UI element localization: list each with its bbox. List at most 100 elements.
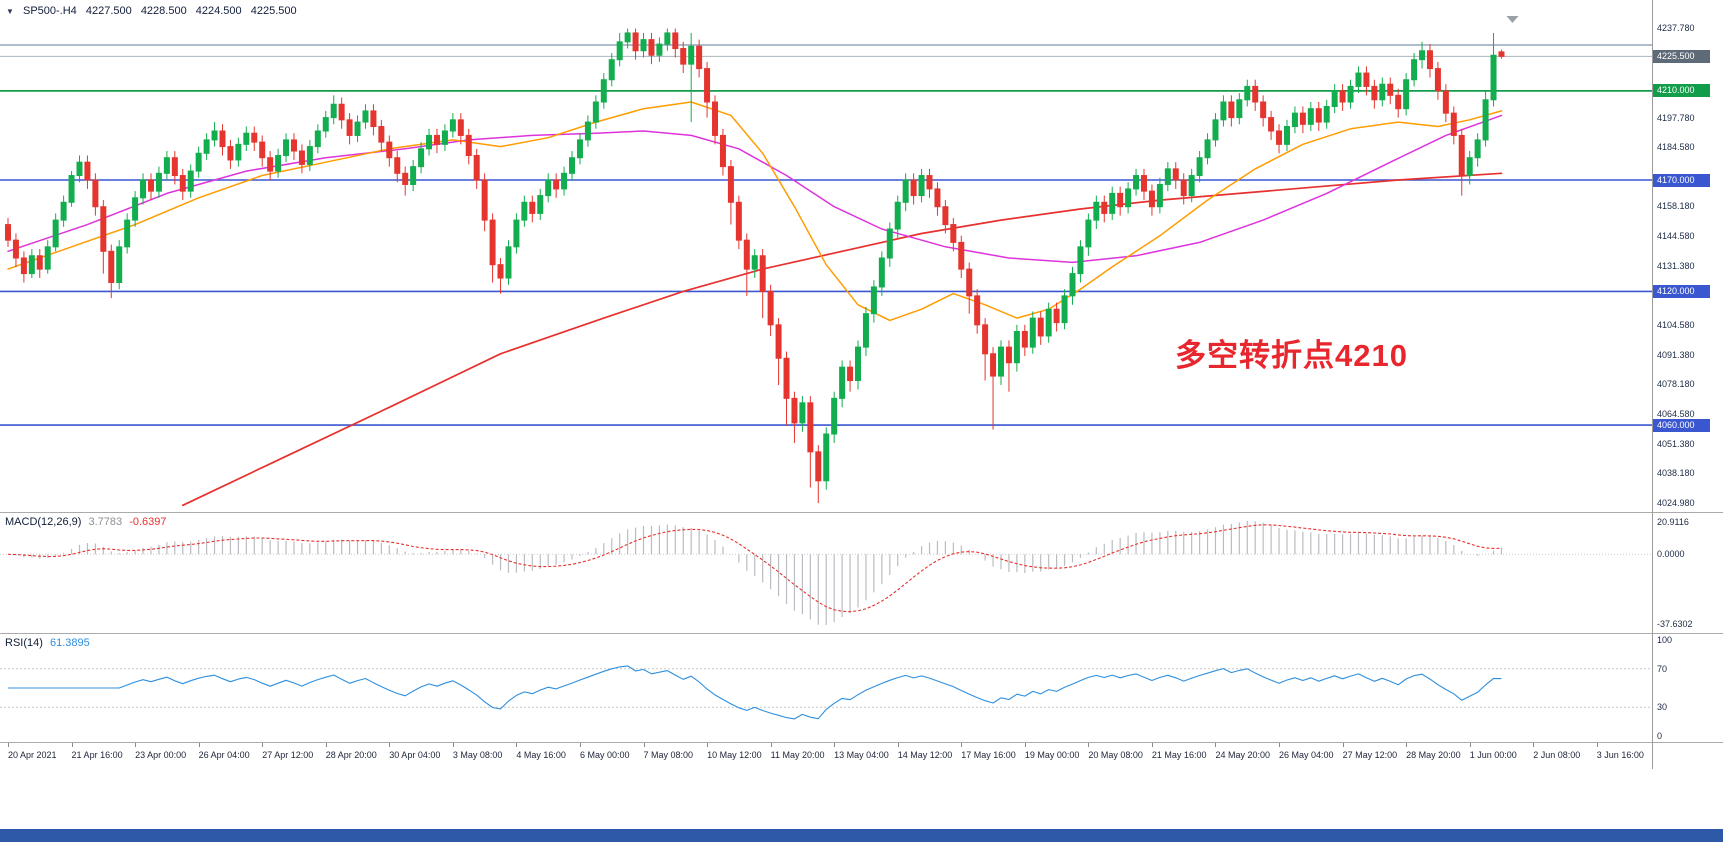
time-tick <box>834 743 836 747</box>
ohlc-open: 4227.500 <box>85 5 132 17</box>
time-axis-label: 13 May 04:00 <box>834 750 889 760</box>
macd-axis[interactable]: 20.9116 0.0000 -37.6302 <box>1653 513 1723 633</box>
time-tick <box>198 743 200 747</box>
candlestick-chart-canvas[interactable] <box>0 0 1652 512</box>
panel-divider[interactable] <box>0 512 1723 513</box>
candle <box>878 251 885 296</box>
price-tag[interactable]: 4210.000 <box>1653 84 1710 98</box>
candle <box>1490 32 1497 107</box>
time-axis-label: 20 Apr 2021 <box>8 750 57 760</box>
candle <box>219 124 226 156</box>
candle <box>974 289 981 334</box>
time-axis-label: 1 Jun 00:00 <box>1469 750 1517 760</box>
main-price-chart[interactable]: ▼ SP500-.H4 4227.500 4228.500 4224.500 4… <box>0 0 1723 512</box>
candle <box>886 222 893 267</box>
candle <box>1212 113 1219 147</box>
candle <box>735 195 742 250</box>
candle <box>12 233 19 267</box>
ohlc-high: 4228.500 <box>140 5 187 17</box>
price-tag[interactable]: 4225.500 <box>1653 49 1710 63</box>
candle <box>251 126 258 152</box>
rsi-scale-100: 100 <box>1657 635 1673 645</box>
symbol-dropdown-icon[interactable]: ▼ <box>6 7 14 16</box>
candle <box>704 61 711 118</box>
candle <box>163 151 170 180</box>
candle <box>553 173 560 198</box>
candle <box>283 133 290 163</box>
candle <box>1276 124 1283 154</box>
candle <box>537 188 544 221</box>
time-axis-label: 2 Jun 08:00 <box>1533 750 1581 760</box>
candle <box>1498 49 1505 59</box>
candle <box>982 318 989 381</box>
chart-shift-marker-icon[interactable] <box>1506 16 1519 23</box>
candle <box>966 262 973 314</box>
macd-chart-canvas[interactable] <box>0 513 1652 633</box>
candle <box>719 128 726 176</box>
candle <box>648 32 655 65</box>
panel-divider[interactable] <box>0 742 1723 743</box>
time-tick <box>71 743 73 747</box>
candle <box>1077 240 1084 283</box>
macd-scale-zero: 0.0000 <box>1657 548 1685 559</box>
macd-scale-max: 20.9116 <box>1657 517 1689 527</box>
time-tick <box>643 743 645 747</box>
price-axis-label: 4078.180 <box>1657 379 1695 390</box>
candle <box>322 110 329 138</box>
candle <box>1252 79 1259 111</box>
candle <box>441 124 448 152</box>
rsi-axis[interactable]: 100 70 30 0 <box>1653 634 1723 742</box>
panel-divider[interactable] <box>0 633 1723 634</box>
candle <box>402 166 409 196</box>
candle <box>1450 106 1457 145</box>
candle <box>1164 162 1171 192</box>
candle <box>52 213 59 252</box>
time-tick <box>135 743 137 747</box>
candle <box>306 139 313 172</box>
candle <box>108 244 115 299</box>
candle <box>362 104 369 129</box>
candle <box>100 200 107 274</box>
time-tick <box>1279 743 1281 747</box>
rsi-chart-canvas[interactable] <box>0 634 1652 742</box>
candle <box>298 144 305 174</box>
rsi-panel[interactable]: RSI(14) 61.3895 100 70 30 0 <box>0 634 1723 742</box>
price-tag[interactable]: 4120.000 <box>1653 284 1710 298</box>
candle <box>1395 88 1402 118</box>
price-axis-label: 4144.580 <box>1657 231 1695 242</box>
candle <box>823 427 830 490</box>
candle <box>60 195 67 227</box>
time-axis[interactable]: 20 Apr 2021 21 Apr 16:00 23 Apr 00:00 26 Ap… <box>0 743 1652 771</box>
time-tick <box>1088 743 1090 747</box>
price-axis[interactable]: 4237.780 4197.780 4184.580 4158.180 4144.580… <box>1653 0 1723 512</box>
price-axis-label: 4184.580 <box>1657 142 1695 152</box>
candle <box>1053 302 1060 332</box>
candle <box>950 217 957 252</box>
candle <box>20 251 27 283</box>
candle <box>1125 182 1132 214</box>
price-tag[interactable]: 4170.000 <box>1653 173 1710 187</box>
candle <box>632 28 639 60</box>
candle <box>799 396 806 432</box>
time-axis-label: 3 Jun 16:00 <box>1596 750 1644 760</box>
candle <box>942 200 949 234</box>
candle <box>1339 84 1346 111</box>
price-tag[interactable]: 4060.000 <box>1653 418 1710 432</box>
candle <box>664 28 671 51</box>
time-axis-label: 6 May 00:00 <box>579 750 630 760</box>
candle <box>1331 84 1338 114</box>
candle <box>767 284 774 336</box>
candle <box>1458 128 1465 196</box>
candle <box>1061 289 1068 330</box>
candle <box>926 168 933 198</box>
price-axis-label: 4064.580 <box>1657 409 1695 420</box>
candle <box>1299 106 1306 134</box>
candle <box>227 139 234 169</box>
macd-panel[interactable]: MACD(12,26,9) 3.7783 -0.6397 20.9116 0.00… <box>0 513 1723 633</box>
time-axis-label: 23 Apr 00:00 <box>135 750 187 760</box>
candle <box>592 95 599 129</box>
candle <box>672 28 679 58</box>
candle <box>1260 95 1267 127</box>
candle <box>1283 119 1290 152</box>
time-axis-label: 21 May 16:00 <box>1151 750 1207 760</box>
